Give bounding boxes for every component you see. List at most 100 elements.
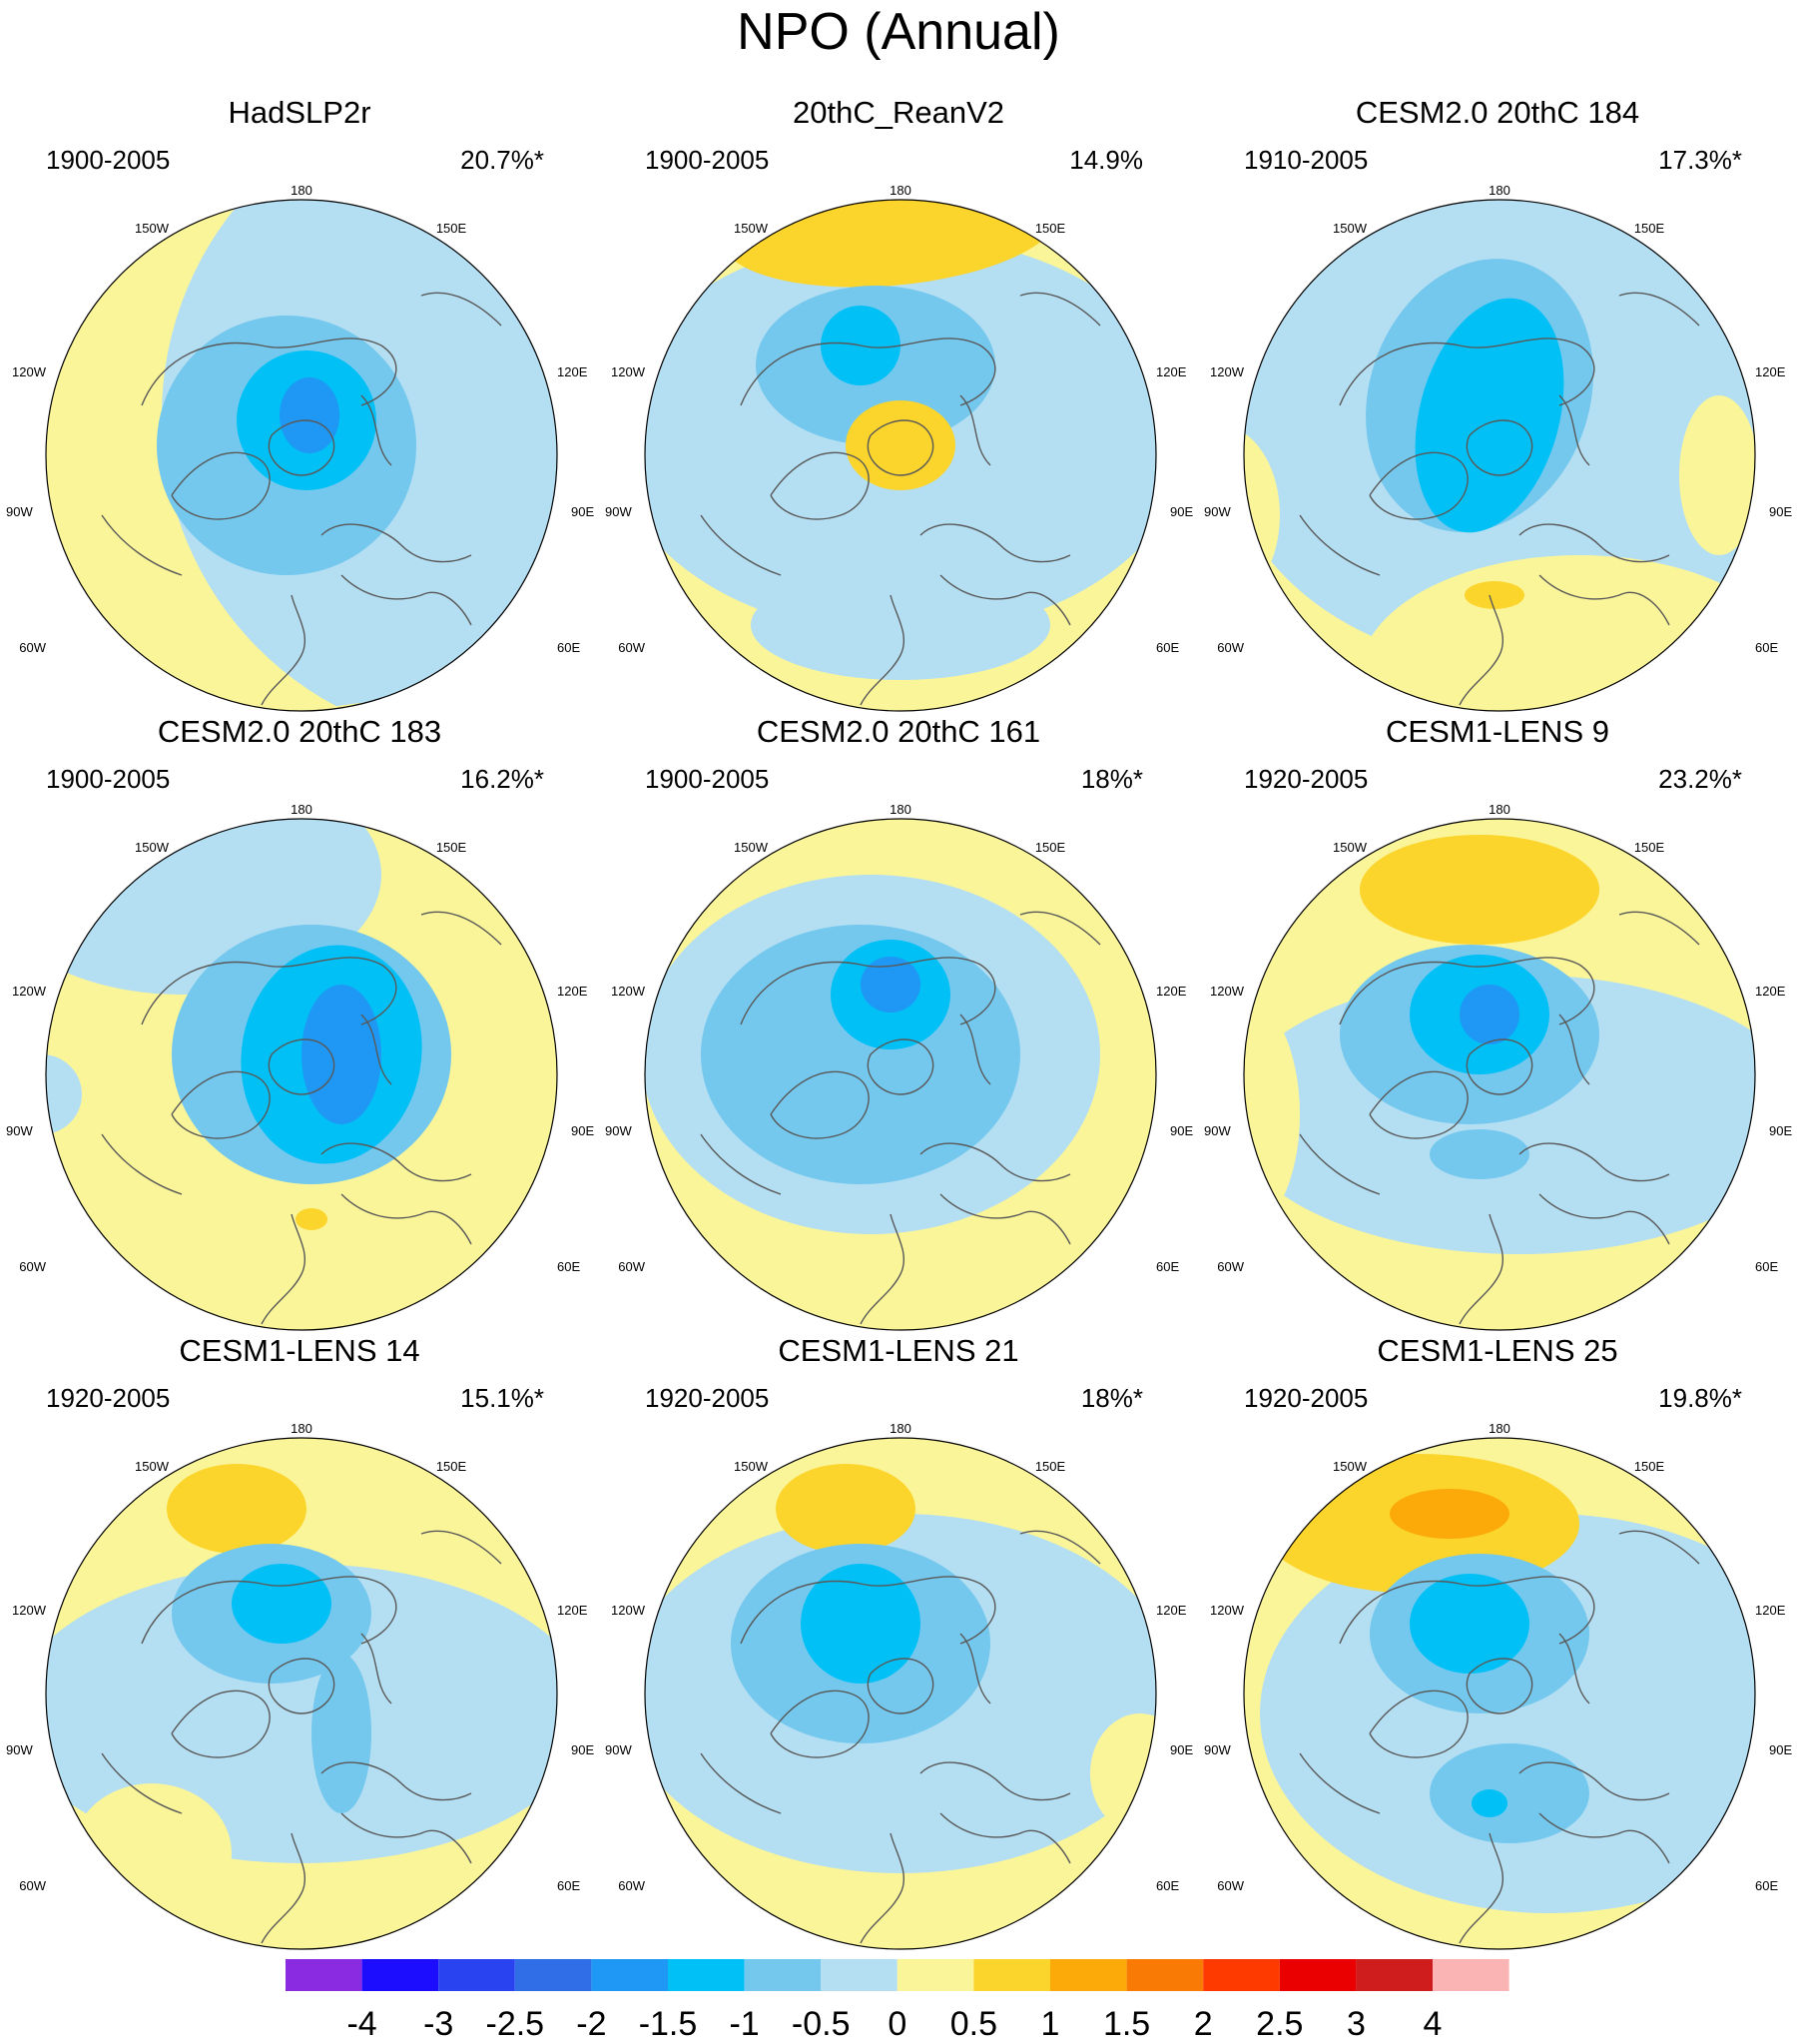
longitude-label: 90E: [1769, 504, 1792, 519]
coastlines: [700, 292, 1101, 706]
panel-period: 1920-2005: [1244, 764, 1369, 794]
map-panel: CESM1-LENS 14 1920-2005 15.1%* 180 150W 150E 1…: [0, 1333, 599, 1952]
panel-title: CESM1-LENS 9: [1386, 714, 1609, 749]
panel-variance: 18%*: [1080, 764, 1143, 794]
longitude-label: 60E: [1156, 1878, 1179, 1893]
longitude-label: 60E: [557, 1878, 580, 1893]
contour-region: [846, 400, 955, 490]
longitude-label: 180: [890, 183, 911, 198]
panel-title: CESM2.0 20thC 161: [756, 714, 1041, 749]
map-boundary: [45, 199, 558, 712]
contour-region: [801, 1564, 920, 1684]
map-panel: CESM2.0 20thC 161 1900-2005 18%* 180 150W 150…: [599, 714, 1198, 1333]
longitude-label: 120W: [611, 984, 646, 999]
map-boundary: [1243, 1437, 1756, 1950]
contour-region: [301, 985, 381, 1124]
longitude-label: 120E: [1755, 1603, 1786, 1618]
colorbar-tick-label: 2.5: [1256, 2005, 1303, 2043]
longitude-label: 60W: [618, 640, 645, 655]
longitude-label: 120W: [1210, 1603, 1245, 1618]
longitude-label: 120W: [12, 364, 47, 379]
longitude-label: 90E: [1769, 1123, 1792, 1138]
panel-title: CESM2.0 20thC 183: [157, 714, 442, 749]
contour-region: [721, 200, 1060, 288]
panel-period: 1910-2005: [1244, 145, 1369, 175]
panel-period: 1920-2005: [645, 1383, 770, 1413]
colorbar-tick-label: 2: [1194, 2005, 1213, 2043]
map-boundary: [644, 199, 1157, 712]
panel-title: 20thC_ReanV2: [793, 95, 1004, 130]
panel-variance: 17.3%*: [1658, 145, 1742, 175]
longitude-label: 90W: [6, 504, 33, 519]
figure-title: NPO (Annual): [737, 3, 1060, 61]
contour-region: [1465, 581, 1524, 609]
colorbar-tick-label: -1: [729, 2005, 759, 2043]
panel-variance: 20.7%*: [460, 145, 544, 175]
longitude-label: 150E: [436, 1459, 467, 1474]
contour-region: [1415, 298, 1564, 533]
polar-map: 180150W150E120W120E90W90E60W60E30W30E0: [605, 802, 1193, 1331]
longitude-label: 120E: [557, 984, 588, 999]
contour-region: [46, 1054, 82, 1134]
coastlines: [700, 911, 1101, 1325]
coastlines: [700, 1530, 1101, 1944]
contour-region: [1430, 1743, 1589, 1843]
map-boundary: [1243, 199, 1756, 712]
polar-map: 180150W150E120W120E90W90E60W60E30W30E0: [6, 802, 594, 1331]
map-panel: HadSLP2r 1900-2005 20.7%* 180 150W 150E 120W 12…: [0, 95, 599, 714]
longitude-label: 120W: [12, 984, 47, 999]
panel-variance: 19.8%*: [1658, 1383, 1742, 1413]
longitude-label: 180: [890, 1421, 911, 1436]
colorbar-tick-label: -2.5: [486, 2005, 545, 2043]
longitude-label: 150E: [1035, 840, 1066, 855]
longitude-label: 90W: [605, 1742, 632, 1757]
contour-region: [297, 145, 356, 177]
panel-variance: 18%*: [1080, 1383, 1143, 1413]
longitude-label: 150E: [1035, 221, 1066, 236]
longitude-label: 150W: [135, 840, 170, 855]
contour-region: [1390, 1489, 1509, 1539]
colorbar-bin: [973, 1959, 1050, 1991]
contour-region: [232, 1564, 331, 1644]
longitude-label: 90W: [605, 504, 632, 519]
polar-map: 180150W150E120W120E90W90E60W60E30W30E0: [1204, 183, 1792, 712]
contour-region: [1410, 1574, 1529, 1674]
longitude-label: 150E: [1634, 221, 1665, 236]
map-panel: CESM2.0 20thC 184 1910-2005 17.3%* 180 150W 1…: [1198, 95, 1797, 714]
longitude-label: 150W: [135, 221, 170, 236]
contour-region: [296, 1208, 327, 1230]
contour-region: [1090, 1713, 1156, 1833]
colorbar-bin: [361, 1959, 439, 1991]
longitude-label: 90E: [1769, 1742, 1792, 1757]
panel-title: CESM2.0 20thC 184: [1355, 95, 1640, 130]
panel-variance: 15.1%*: [460, 1383, 544, 1413]
colorbar-tick-label: 1.5: [1103, 2005, 1150, 2043]
map-panel: 20thC_ReanV2 1900-2005 14.9% 180 150W 150E 120…: [599, 95, 1198, 714]
longitude-label: 60W: [618, 1259, 645, 1274]
panel-title: HadSLP2r: [228, 95, 371, 130]
panel-variance: 14.9%: [1069, 145, 1143, 175]
panel-period: 1900-2005: [645, 145, 770, 175]
longitude-label: 60E: [1156, 1259, 1179, 1274]
longitude-label: 90W: [605, 1123, 632, 1138]
longitude-label: 60E: [1755, 1878, 1778, 1893]
panel-title: CESM1-LENS 21: [778, 1333, 1019, 1368]
colorbar-bin: [286, 1959, 362, 1991]
colorbar: -4 -3 -2.5 -2 -1.5 -1 -0.5 0 0.5 1 1.5 2 2.5 3 4: [286, 1959, 1509, 2043]
longitude-label: 90E: [1170, 1742, 1193, 1757]
longitude-label: 60W: [19, 1878, 46, 1893]
map-panel: CESM1-LENS 9 1920-2005 23.2%* 180 150W 150E 12…: [1198, 714, 1797, 1333]
contour-region: [311, 1654, 371, 1813]
longitude-label: 120W: [12, 1603, 47, 1618]
longitude-label: 150E: [1634, 1459, 1665, 1474]
contour-region: [1060, 385, 1156, 525]
colorbar-bin: [897, 1959, 974, 1991]
panel-period: 1900-2005: [46, 764, 171, 794]
panel-variance: 16.2%*: [460, 764, 544, 794]
colorbar-tick-label: 3: [1347, 2005, 1366, 2043]
panel-period: 1900-2005: [645, 764, 770, 794]
colorbar-tick-label: -1.5: [639, 2005, 698, 2043]
polar-map: 180150W150E120W120E90W90E60W60E30W30E0: [1204, 802, 1792, 1331]
polar-map: 180150W150E120W120E90W90E60W60E30W30E0: [6, 145, 594, 712]
longitude-label: 60W: [618, 1878, 645, 1893]
